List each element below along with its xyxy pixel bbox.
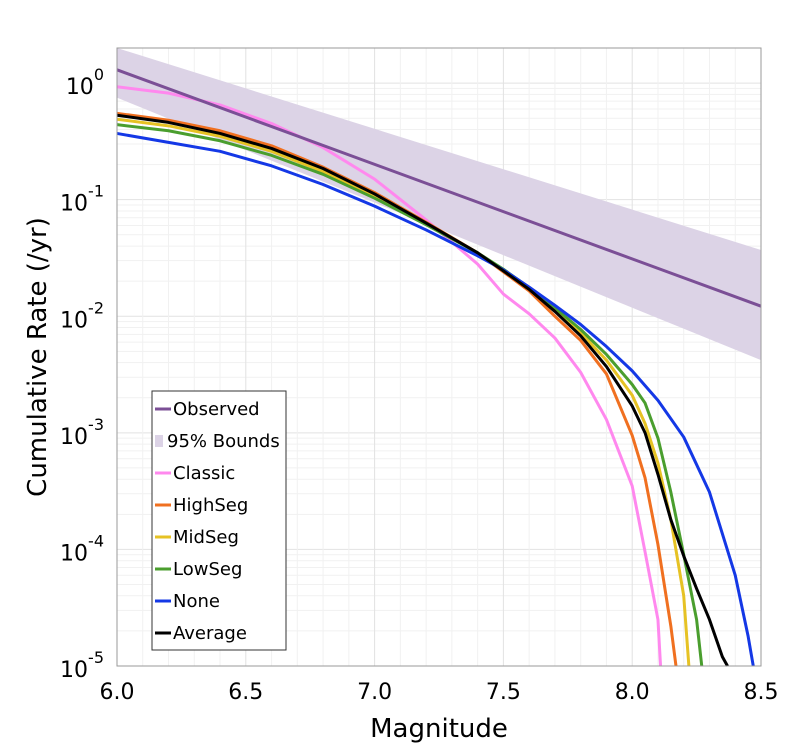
legend: Observed 95% Bounds Classic HighSeg MidSeg Lo… bbox=[151, 390, 287, 651]
y-tick-label: 10-5 bbox=[60, 648, 104, 683]
legend-item: None bbox=[155, 591, 220, 612]
series-line-average bbox=[116, 113, 729, 667]
legend-swatch-band bbox=[155, 435, 163, 447]
legend-label: 95% Bounds bbox=[167, 431, 280, 452]
legend-label: LowSeg bbox=[173, 559, 242, 580]
x-tick-label: 8.5 bbox=[744, 680, 779, 705]
x-tick-label: 6.0 bbox=[100, 680, 135, 705]
legend-item: Classic bbox=[155, 463, 235, 484]
legend-label: Classic bbox=[173, 463, 235, 484]
x-axis-title: Magnitude bbox=[370, 714, 508, 744]
y-axis-title: Cumulative Rate (/yr) bbox=[23, 217, 53, 497]
series-layer bbox=[116, 68, 762, 667]
y-tick-label: 10-1 bbox=[60, 182, 104, 217]
legend-label: Average bbox=[173, 623, 247, 644]
legend-item: LowSeg bbox=[155, 559, 242, 580]
y-tick-label: 100 bbox=[66, 65, 104, 100]
legend-item: Observed bbox=[155, 399, 260, 420]
legend-label: HighSeg bbox=[173, 495, 248, 516]
y-tick-label: 10-2 bbox=[60, 298, 104, 333]
y-tick-label: 10-4 bbox=[60, 531, 104, 566]
legend-label: Observed bbox=[173, 399, 260, 420]
series-line-none bbox=[116, 131, 755, 667]
legend-label: MidSeg bbox=[173, 527, 239, 548]
x-tick-label: 8.0 bbox=[615, 680, 650, 705]
y-tick-labels: 100 10-1 10-2 10-3 10-4 10-5 bbox=[60, 65, 104, 683]
y-tick-label: 10-3 bbox=[60, 415, 104, 450]
legend-item: 95% Bounds bbox=[155, 431, 280, 452]
plot-frame bbox=[116, 47, 762, 667]
x-tick-labels: 6.0 6.5 7.0 7.5 8.0 8.5 bbox=[100, 680, 779, 705]
x-tick-label: 7.5 bbox=[486, 680, 521, 705]
x-tick-label: 6.5 bbox=[228, 680, 263, 705]
legend-item: MidSeg bbox=[155, 527, 239, 548]
series-line-observed bbox=[116, 68, 762, 308]
legend-box bbox=[151, 390, 287, 651]
legend-item: HighSeg bbox=[155, 495, 248, 516]
legend-label: None bbox=[173, 591, 220, 612]
series-line-classic bbox=[116, 85, 663, 667]
legend-item: Average bbox=[155, 623, 247, 644]
x-tick-label: 7.0 bbox=[357, 680, 392, 705]
